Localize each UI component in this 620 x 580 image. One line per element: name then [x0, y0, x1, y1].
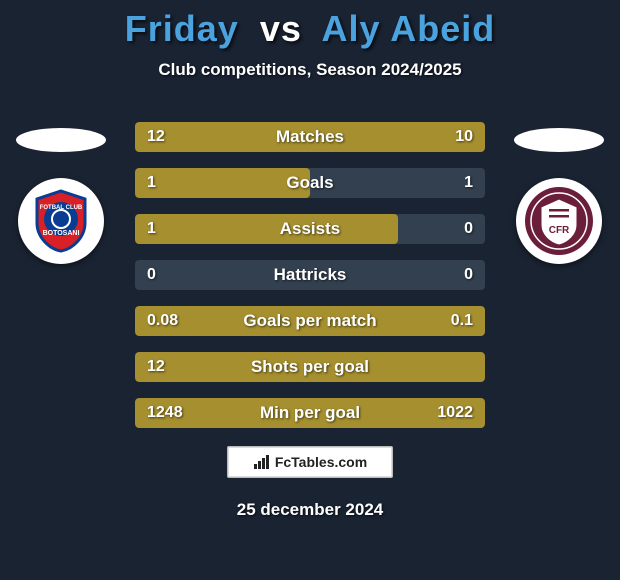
- team-crest-icon: CFR: [523, 185, 595, 257]
- stat-label: Hattricks: [195, 265, 425, 285]
- date-text: 25 december 2024: [0, 500, 620, 520]
- stat-row: 1Goals1: [135, 168, 485, 198]
- brand-text: FcTables.com: [275, 454, 367, 470]
- stat-label: Assists: [195, 219, 425, 239]
- stat-value-right: 10: [425, 128, 485, 146]
- brand-logo: FcTables.com: [227, 446, 393, 478]
- stat-value-right: 0: [425, 266, 485, 284]
- svg-text:CFR: CFR: [549, 225, 570, 236]
- stat-value-left: 0.08: [135, 312, 195, 330]
- club-ellipse-right: [514, 128, 604, 152]
- vs-text: vs: [260, 8, 302, 49]
- club-ellipse-left: [16, 128, 106, 152]
- stat-row: 12Shots per goal: [135, 352, 485, 382]
- stat-label: Goals: [195, 173, 425, 193]
- stat-value-left: 12: [135, 358, 195, 376]
- player2-name: Aly Abeid: [322, 8, 496, 49]
- team-crest-icon: FOTBAL CLUB BOTOSANI: [25, 185, 97, 257]
- stat-label: Matches: [195, 127, 425, 147]
- svg-text:BOTOSANI: BOTOSANI: [43, 230, 80, 237]
- stat-label: Min per goal: [195, 403, 425, 423]
- stat-value-right: 1: [425, 174, 485, 192]
- stat-value-left: 1: [135, 220, 195, 238]
- svg-text:FOTBAL CLUB: FOTBAL CLUB: [40, 205, 83, 211]
- stat-row: 12Matches10: [135, 122, 485, 152]
- stat-value-left: 1: [135, 174, 195, 192]
- stat-row: 1248Min per goal1022: [135, 398, 485, 428]
- club-logo-right: CFR: [516, 178, 602, 264]
- stat-value-left: 12: [135, 128, 195, 146]
- page-title: Friday vs Aly Abeid: [0, 0, 620, 50]
- stat-value-left: 1248: [135, 404, 195, 422]
- stat-row: 0.08Goals per match0.1: [135, 306, 485, 336]
- subtitle: Club competitions, Season 2024/2025: [0, 60, 620, 80]
- stat-row: 0Hattricks0: [135, 260, 485, 290]
- stat-value-right: 0.1: [425, 312, 485, 330]
- stats-container: 12Matches101Goals11Assists00Hattricks00.…: [135, 122, 485, 444]
- stat-value-right: 1022: [425, 404, 485, 422]
- player1-name: Friday: [125, 8, 239, 49]
- stat-value-right: 0: [425, 220, 485, 238]
- stat-label: Shots per goal: [195, 357, 425, 377]
- stat-row: 1Assists0: [135, 214, 485, 244]
- stat-value-left: 0: [135, 266, 195, 284]
- chart-icon: [253, 455, 271, 469]
- stat-label: Goals per match: [195, 311, 425, 331]
- club-logo-left: FOTBAL CLUB BOTOSANI: [18, 178, 104, 264]
